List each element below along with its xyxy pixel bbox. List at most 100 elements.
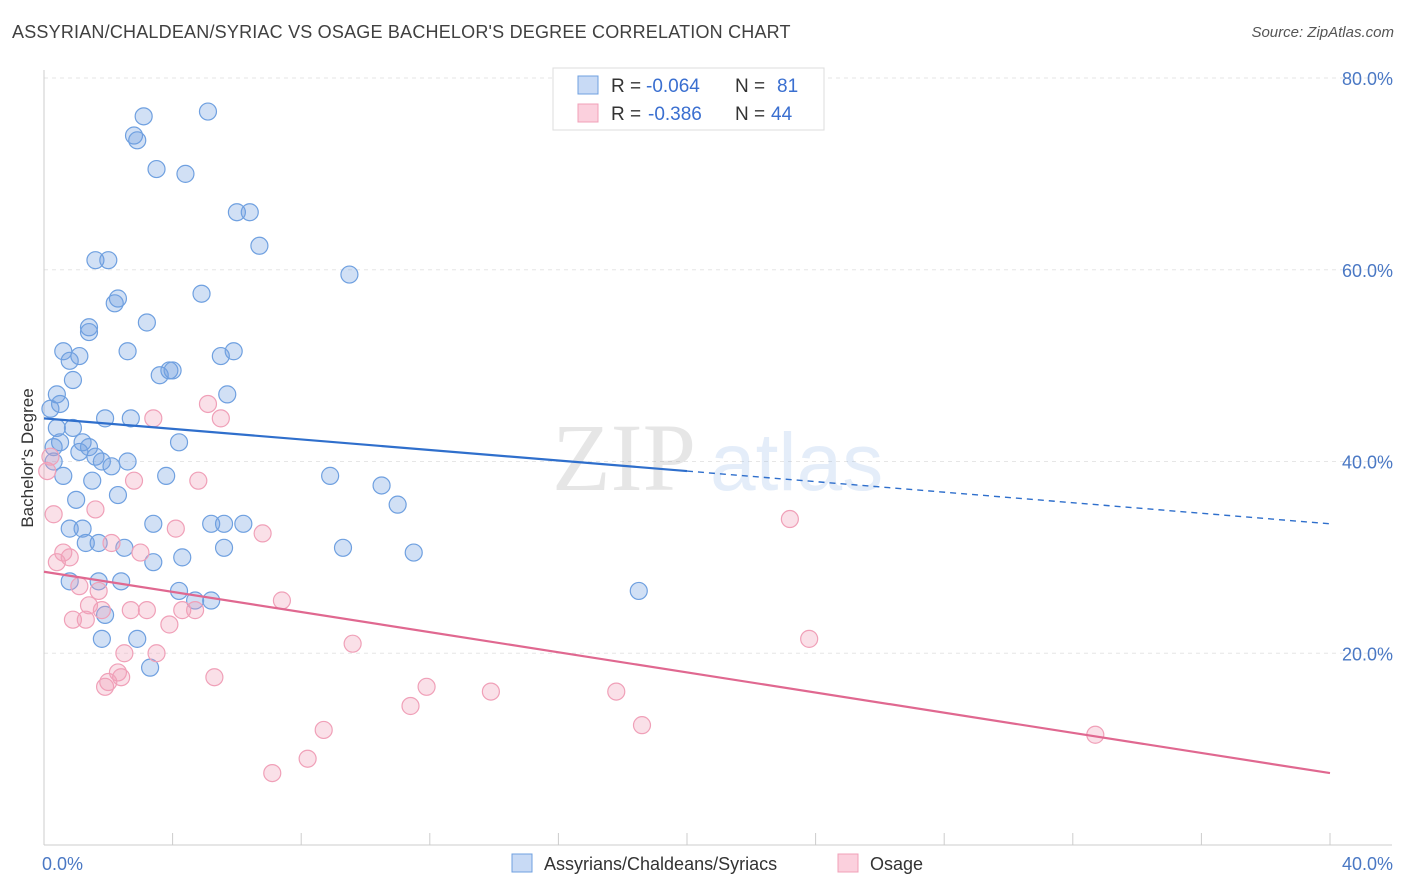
point-osage-7	[70, 577, 89, 596]
point-osage-16	[108, 663, 128, 682]
point-assyrian-5	[50, 394, 70, 414]
point-osage-1	[41, 447, 60, 466]
point-osage-0	[38, 461, 57, 481]
series-legend-label-blue: Assyrians/Chaldeans/Syriacs	[544, 854, 777, 874]
point-assyrian-35	[108, 289, 128, 308]
point-osage-45	[800, 629, 819, 648]
point-osage-33	[253, 524, 272, 543]
series-legend-swatch-pink	[837, 853, 859, 873]
point-assyrian-61	[198, 102, 218, 121]
watermark: ZIP atlas	[552, 404, 883, 511]
point-assyrian-58	[176, 164, 195, 183]
point-osage-44	[780, 509, 799, 529]
legend-swatch-blue	[577, 75, 599, 95]
y-tick-label-60: 60.0%	[1342, 261, 1393, 281]
legend-r-label-2: R =	[611, 104, 641, 125]
point-assyrian-21	[79, 322, 99, 342]
point-assyrian-13	[63, 418, 83, 438]
point-assyrian-20	[79, 318, 99, 337]
point-assyrian-39	[118, 342, 137, 361]
point-assyrian-9	[60, 351, 79, 370]
point-assyrian-70	[234, 514, 253, 533]
point-assyrian-12	[63, 370, 83, 390]
point-assyrian-45	[134, 107, 153, 126]
point-osage-17	[112, 668, 131, 687]
point-assyrian-71	[240, 203, 259, 222]
x-tick-label-max: 40.0%	[1342, 854, 1393, 874]
point-assyrian-34	[105, 294, 124, 313]
y-tick-label-20: 20.0%	[1342, 644, 1393, 664]
point-osage-8	[76, 610, 95, 629]
y-tick-label-80: 80.0%	[1342, 69, 1393, 89]
point-osage-5	[60, 548, 79, 567]
point-assyrian-26	[89, 533, 108, 553]
point-assyrian-25	[86, 251, 105, 270]
trend-line-0	[43, 417, 688, 473]
watermark-zip: ZIP	[552, 404, 696, 511]
point-assyrian-67	[218, 385, 237, 404]
trend-line-1	[43, 570, 1331, 775]
point-osage-28	[186, 601, 205, 620]
point-assyrian-49	[144, 553, 163, 572]
point-osage-27	[173, 601, 192, 620]
point-osage-19	[121, 601, 140, 620]
point-osage-15	[102, 533, 121, 553]
point-assyrian-75	[340, 265, 359, 284]
point-assyrian-18	[73, 519, 92, 538]
point-osage-18	[115, 644, 134, 663]
point-osage-20	[124, 471, 144, 490]
point-osage-34	[263, 763, 282, 783]
point-osage-42	[607, 682, 626, 701]
point-assyrian-15	[70, 346, 89, 366]
series-legend-swatch-blue	[511, 853, 533, 873]
point-osage-39	[401, 696, 420, 716]
point-osage-21	[131, 543, 150, 562]
trend-lines	[43, 417, 1331, 775]
gridlines	[44, 77, 1392, 654]
legend-n-value-1: 81	[777, 76, 798, 97]
point-assyrian-76	[372, 476, 391, 495]
point-osage-43	[632, 716, 652, 735]
point-assyrian-22	[79, 438, 99, 457]
y-tick-labels: 20.0% 40.0% 60.0% 80.0%	[1342, 69, 1393, 664]
point-osage-12	[92, 601, 111, 620]
point-osage-31	[205, 668, 224, 687]
point-osage-26	[166, 519, 185, 538]
legend-r-label-1: R =	[611, 76, 641, 97]
point-assyrian-54	[163, 361, 182, 380]
point-osage-2	[44, 505, 63, 524]
correlation-legend: R = -0.064 N = 81 R = -0.386 N = 44	[552, 67, 825, 131]
point-assyrian-41	[121, 409, 140, 428]
point-assyrian-65	[214, 514, 234, 533]
chart-title: ASSYRIAN/CHALDEAN/SYRIAC VS OSAGE BACHEL…	[12, 22, 791, 42]
point-assyrian-78	[404, 543, 423, 562]
point-assyrian-48	[144, 514, 163, 533]
point-assyrian-42	[124, 126, 144, 145]
point-assyrian-57	[173, 548, 192, 567]
trend-line-extension-0	[686, 470, 1331, 525]
point-assyrian-72	[250, 236, 269, 255]
point-assyrian-19	[76, 533, 95, 553]
x-ticks	[43, 833, 1331, 845]
point-assyrian-63	[202, 591, 221, 610]
point-osage-29	[189, 471, 208, 490]
point-assyrian-68	[224, 342, 243, 361]
point-assyrian-50	[147, 159, 166, 179]
point-assyrian-74	[333, 538, 353, 557]
point-assyrian-44	[128, 629, 147, 648]
point-osage-23	[144, 409, 163, 428]
point-assyrian-33	[102, 457, 121, 476]
point-assyrian-69	[227, 203, 246, 222]
point-assyrian-31	[95, 605, 115, 625]
point-osage-36	[298, 749, 317, 768]
legend-r-value-1: -0.064	[646, 76, 700, 97]
point-assyrian-23	[83, 471, 102, 490]
point-assyrian-66	[214, 538, 234, 557]
legend-swatch-pink	[577, 103, 599, 123]
point-assyrian-43	[128, 131, 147, 150]
point-assyrian-29	[92, 452, 111, 471]
series-legend: Assyrians/Chaldeans/Syriacs Osage	[511, 853, 923, 874]
point-assyrian-2	[44, 452, 63, 471]
point-assyrian-28	[92, 629, 111, 648]
point-osage-41	[481, 682, 500, 701]
